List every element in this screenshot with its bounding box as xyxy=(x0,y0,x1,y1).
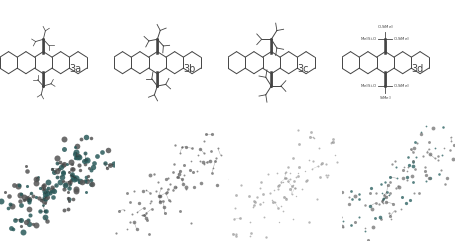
Text: 3d: 3d xyxy=(410,64,422,74)
Text: 3b: 3b xyxy=(182,64,195,74)
Text: Me$_3$Si-O: Me$_3$Si-O xyxy=(359,82,377,90)
Text: O-SiMe$_3$: O-SiMe$_3$ xyxy=(392,35,409,43)
Text: 3a: 3a xyxy=(69,64,81,74)
Text: O-SiMe$_3$: O-SiMe$_3$ xyxy=(392,82,409,90)
Text: Me$_3$Si-O: Me$_3$Si-O xyxy=(359,35,377,43)
Text: 3c: 3c xyxy=(297,64,308,74)
Text: O-SiMe$_3$: O-SiMe$_3$ xyxy=(376,24,393,31)
Text: SiMe$_3$: SiMe$_3$ xyxy=(378,94,391,101)
